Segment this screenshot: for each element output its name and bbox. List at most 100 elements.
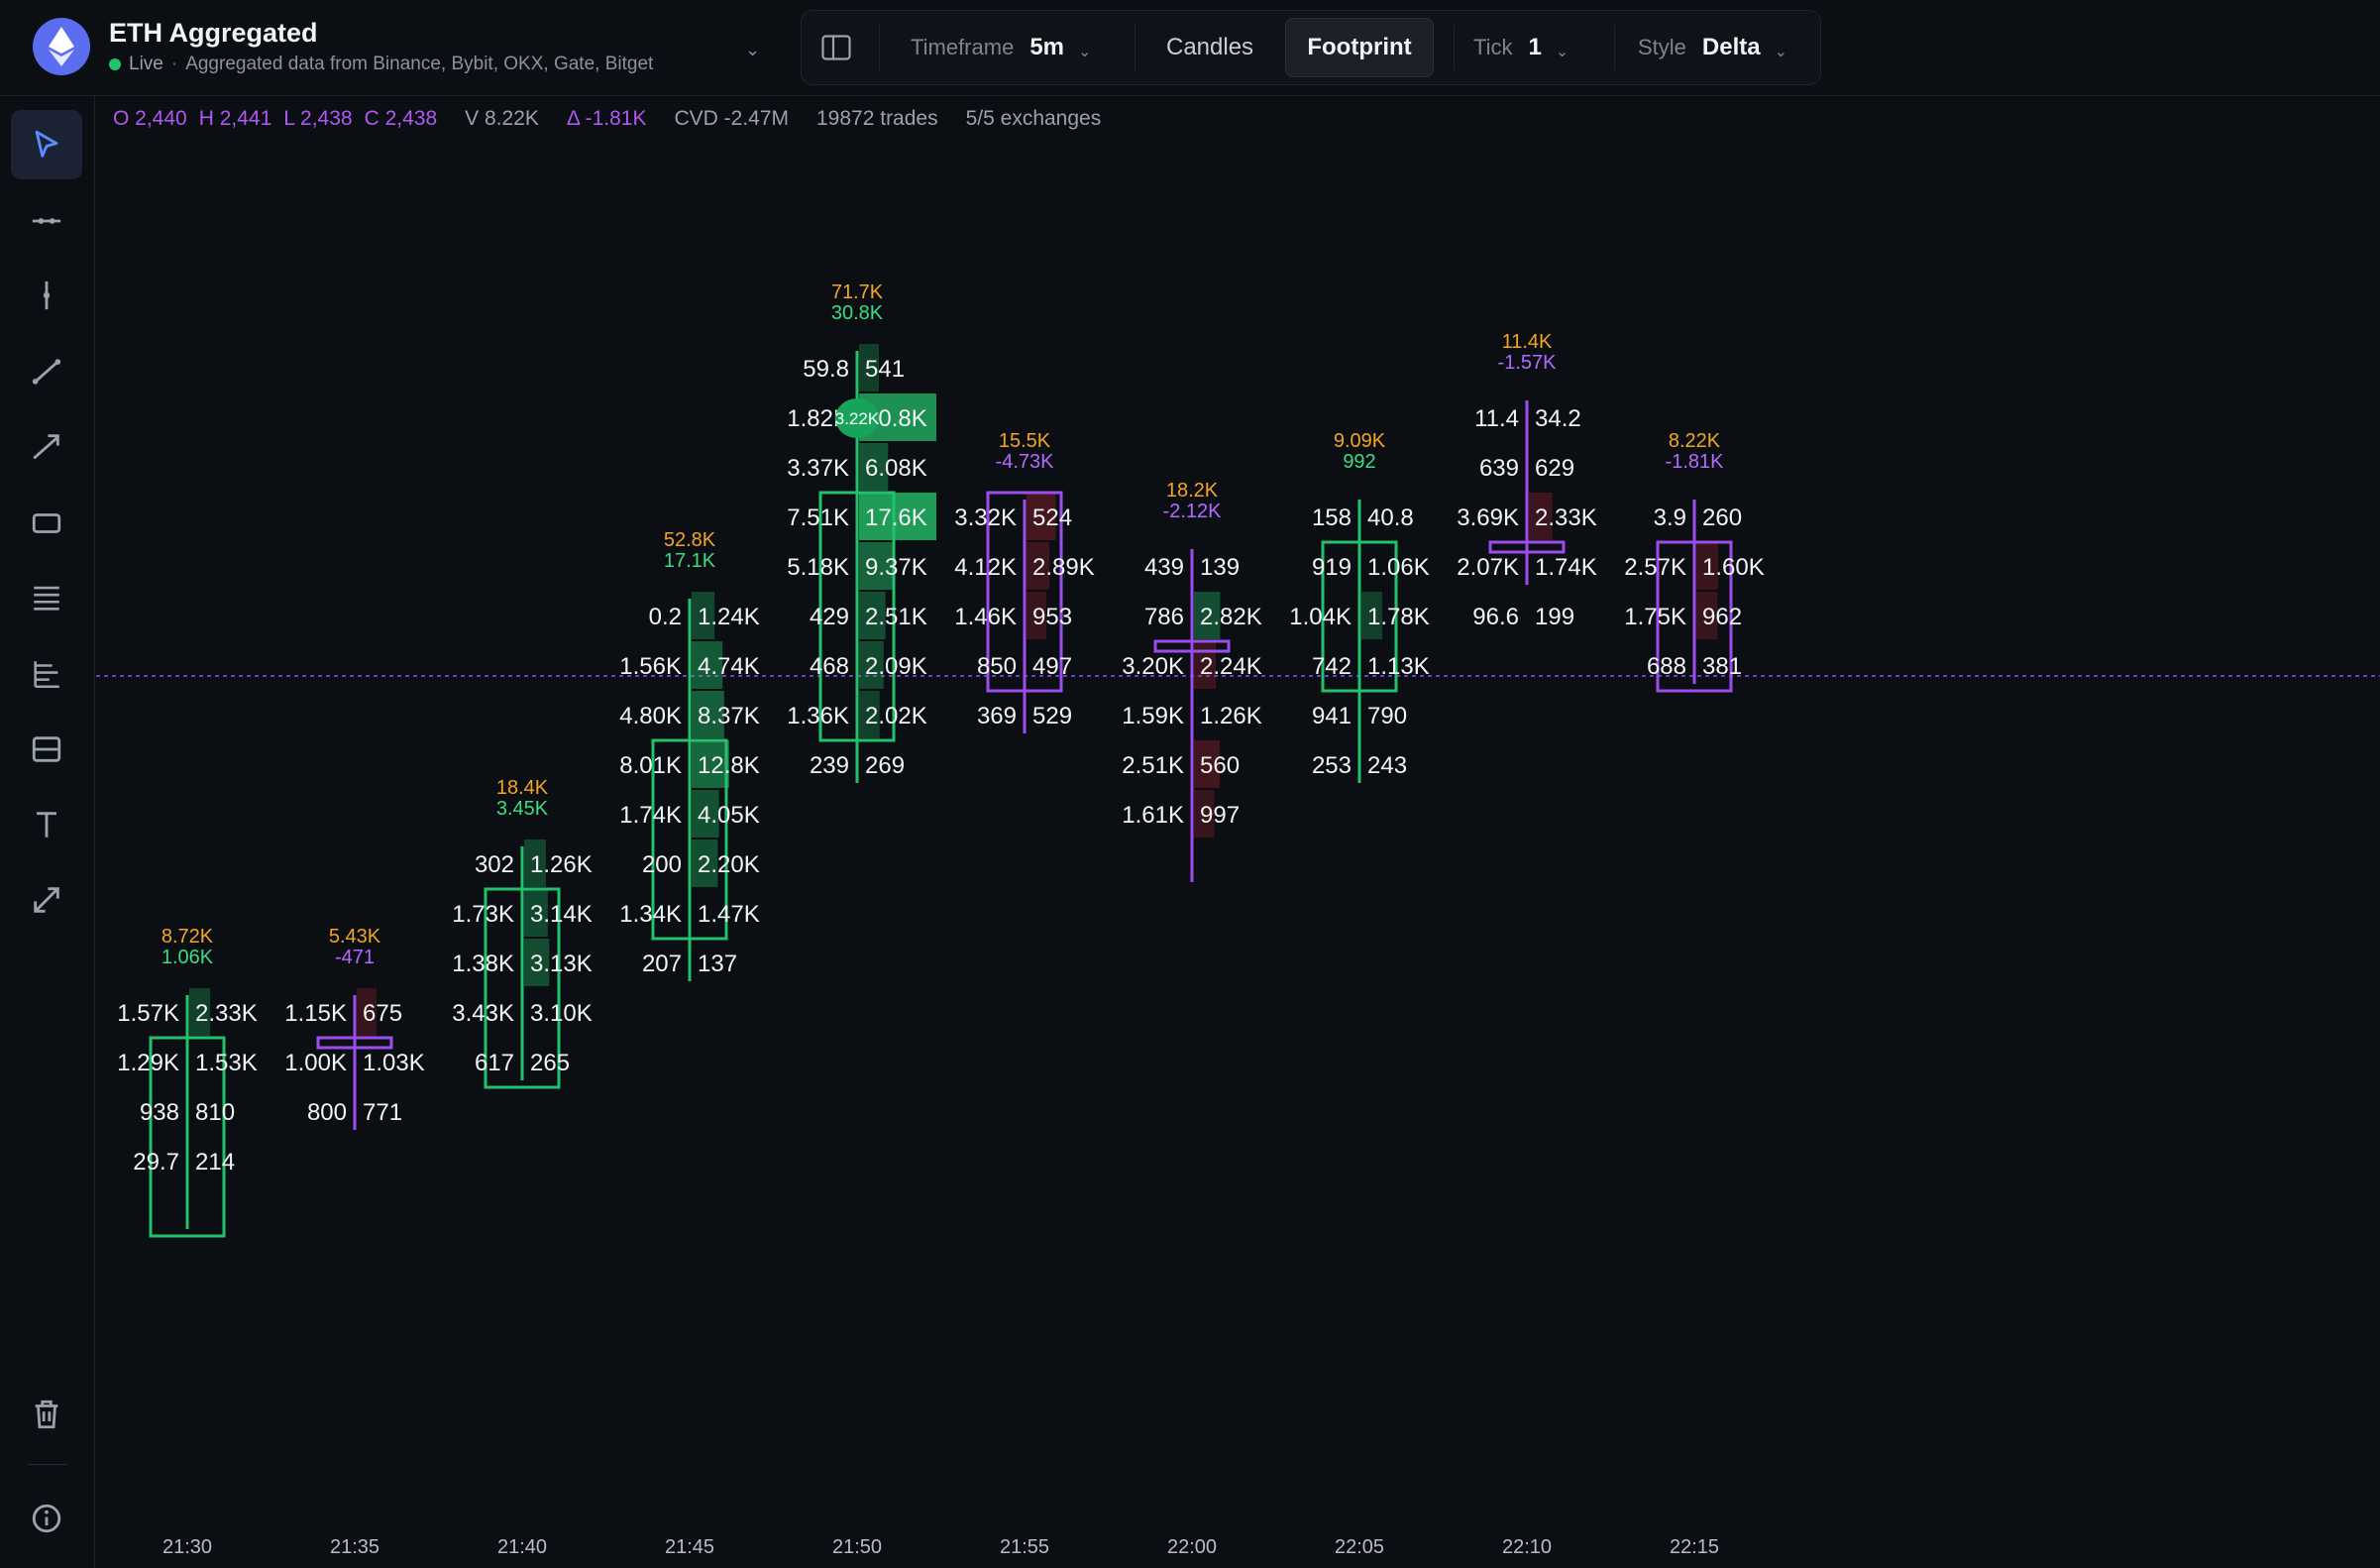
delta-heat-cell (859, 641, 884, 689)
candle-delta-label: -4.73K (996, 451, 1055, 473)
x-axis-tick-label: 22:10 (1502, 1536, 1552, 1558)
rectangle-tool[interactable] (11, 489, 82, 558)
delta-heat-cell (692, 691, 724, 738)
ask-volume-cell: 1.78K (1367, 604, 1430, 630)
candles-button[interactable]: Candles (1166, 34, 1254, 60)
delta-heat-cell (859, 691, 880, 738)
candle-delta-label: -1.57K (1498, 352, 1558, 374)
ask-volume-cell: 8.37K (698, 703, 760, 729)
footprint-chart[interactable]: 1.57K 2.33K 1.29K 1.53K 938 810 29.7 214 8.72K 1.… (96, 96, 2380, 1568)
info-button[interactable] (11, 1484, 82, 1553)
symbol-chevron-down-icon[interactable]: ⌄ (745, 40, 761, 59)
timeframe-select[interactable]: Timeframe 5m ⌄ (911, 11, 1091, 84)
chart-toolbar: Timeframe 5m ⌄ Candles Footprint Tick 1 … (801, 10, 1821, 85)
candle-delta-label: 1.06K (162, 947, 214, 968)
footprint-button[interactable]: Footprint (1285, 18, 1434, 77)
drawing-tools-sidebar (0, 96, 95, 1568)
bid-volume-cell: 29.7 (133, 1149, 179, 1176)
bid-volume-cell: 1.57K (117, 1000, 179, 1027)
ask-volume-cell: 771 (363, 1099, 402, 1126)
ask-volume-cell: 1.26K (530, 851, 593, 878)
bid-volume-cell: 59.8 (803, 356, 849, 383)
delta-heat-cell (524, 939, 550, 986)
candle-delta-label: -1.81K (1666, 451, 1725, 473)
ask-volume-cell: 3.10K (530, 1000, 593, 1027)
bid-volume-cell: 3.32K (954, 504, 1017, 531)
delta-heat-cell (524, 840, 546, 887)
bid-volume-cell: 1.74K (619, 802, 682, 829)
bid-volume-cell: 1.46K (954, 604, 1017, 630)
ask-volume-cell: 541 (865, 356, 905, 383)
arrow-line-tool[interactable] (11, 412, 82, 482)
candle-delta-label: 17.1K (664, 550, 716, 572)
info-icon (32, 1504, 61, 1533)
symbol-title[interactable]: ETH Aggregated (109, 18, 318, 48)
ask-volume-cell: 1.06K (1367, 554, 1430, 581)
horizontal-levels-tool[interactable] (11, 563, 82, 632)
high-value: H 2,441 (198, 107, 272, 130)
delta-heat-cell (692, 592, 715, 639)
cursor-icon (35, 130, 58, 158)
candle-delta-label: 3.45K (496, 798, 549, 820)
candle-volume-label: 71.7K (831, 281, 884, 303)
bid-volume-cell: 253 (1312, 752, 1352, 779)
cvd-value: CVD -2.47M (674, 107, 789, 130)
ask-volume-cell: 497 (1032, 653, 1072, 680)
horizontal-line-tool[interactable] (11, 186, 82, 256)
text-tool[interactable] (11, 790, 82, 859)
bid-volume-cell: 468 (810, 653, 849, 680)
candle-delta-label: -471 (335, 947, 375, 968)
bid-volume-cell: 3.43K (452, 1000, 514, 1027)
delta-heat-cell (692, 840, 718, 887)
style-select[interactable]: Style Delta ⌄ (1638, 11, 1787, 84)
bid-volume-cell: 1.15K (284, 1000, 347, 1027)
bid-volume-cell: 439 (1144, 554, 1184, 581)
ask-volume-cell: 997 (1200, 802, 1240, 829)
bid-volume-cell: 1.61K (1122, 802, 1184, 829)
ask-volume-cell: 1.03K (363, 1050, 425, 1076)
vertical-line-tool[interactable] (11, 261, 82, 330)
candle-volume-label: 52.8K (664, 529, 716, 551)
bid-volume-cell: 2.57K (1624, 554, 1686, 581)
toolbar-divider (879, 25, 880, 70)
fib-levels-icon (34, 661, 59, 689)
bid-volume-cell: 938 (140, 1099, 179, 1126)
trend-line-tool[interactable] (11, 337, 82, 406)
candle-body (986, 491, 1063, 693)
candle-body (316, 1036, 393, 1050)
bid-volume-cell: 2.51K (1122, 752, 1184, 779)
bid-volume-cell: 8.01K (619, 752, 682, 779)
layout-toggle-button[interactable] (821, 11, 851, 84)
x-axis-tick-label: 22:05 (1335, 1536, 1384, 1558)
timeframe-value: 5m (1029, 34, 1064, 60)
ask-volume-cell: 2.89K (1032, 554, 1095, 581)
ask-volume-cell: 675 (363, 1000, 402, 1027)
bid-volume-cell: 800 (307, 1099, 347, 1126)
ask-volume-cell: 214 (195, 1149, 235, 1176)
range-box-tool[interactable] (11, 715, 82, 784)
range-box-icon (32, 736, 61, 762)
x-axis-tick-label: 21:50 (832, 1536, 882, 1558)
bid-volume-cell: 429 (810, 604, 849, 630)
chevron-down-icon: ⌄ (1774, 44, 1788, 60)
top-header: ETH Aggregated Live · Aggregated data fr… (0, 0, 2380, 96)
measure-tool[interactable] (11, 865, 82, 935)
open-value: O 2,440 (113, 107, 187, 130)
vertical-line-icon (43, 280, 51, 310)
chevron-down-icon: ⌄ (1555, 44, 1569, 60)
delete-drawings-button[interactable] (11, 1380, 82, 1449)
fib-levels-tool[interactable] (11, 639, 82, 709)
candle-body (651, 738, 728, 941)
cursor-tool[interactable] (11, 110, 82, 179)
ask-volume-cell: 560 (1200, 752, 1240, 779)
ask-volume-cell: 9.37K (865, 554, 927, 581)
exchanges-count: 5/5 exchanges (965, 107, 1102, 130)
bid-volume-cell: 158 (1312, 504, 1352, 531)
tick-select[interactable]: Tick 1 ⌄ (1473, 11, 1569, 84)
ask-volume-cell: 2.33K (195, 1000, 258, 1027)
sidebar-divider (28, 1464, 67, 1465)
ask-volume-cell: 529 (1032, 703, 1072, 729)
bid-volume-cell: 4.12K (954, 554, 1017, 581)
eth-logo-icon (33, 18, 90, 75)
